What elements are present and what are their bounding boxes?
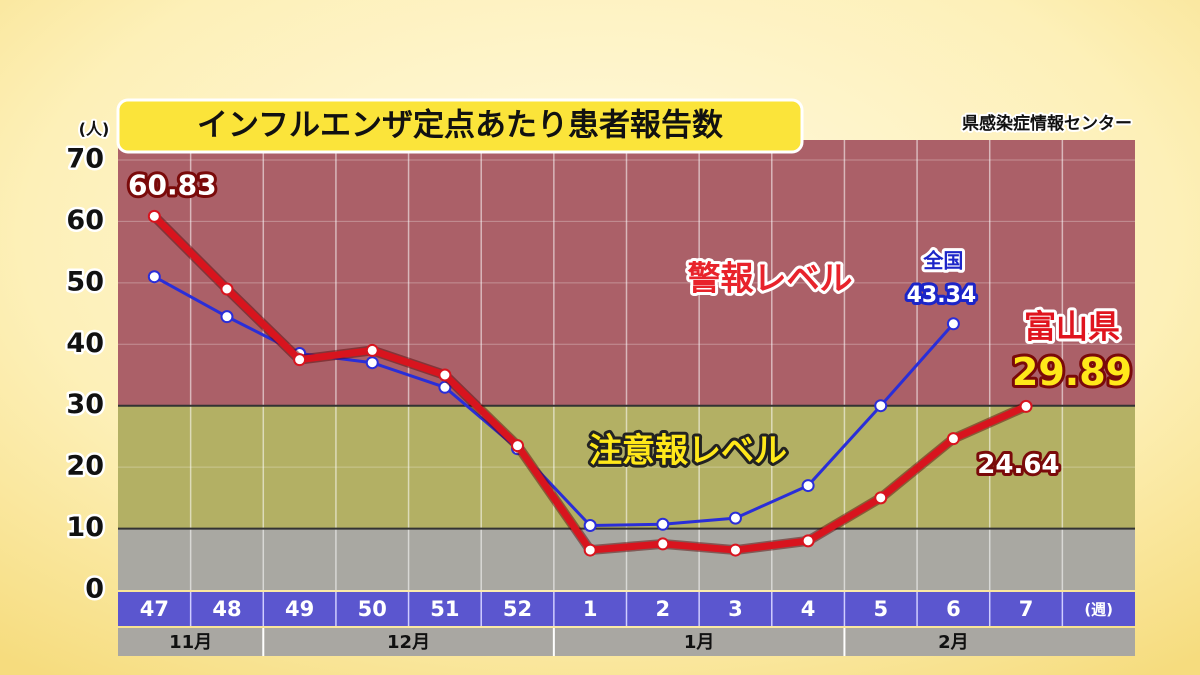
data-point bbox=[147, 270, 161, 284]
data-label: 24.64 bbox=[977, 450, 1059, 480]
month-label: 1月 bbox=[684, 632, 715, 653]
series-label: 全国 bbox=[922, 248, 963, 272]
x-tick-label: 47 bbox=[140, 597, 169, 621]
data-point bbox=[946, 317, 960, 331]
plot-area bbox=[118, 140, 1135, 590]
x-tick-label: 5 bbox=[873, 597, 888, 621]
x-tick-label: 3 bbox=[728, 597, 743, 621]
title-box bbox=[116, 98, 804, 154]
data-point bbox=[1019, 399, 1033, 413]
data-label: 43.34 bbox=[907, 283, 977, 308]
data-point bbox=[365, 343, 379, 357]
y-tick-label: 10 bbox=[66, 512, 104, 543]
x-tick-label: 49 bbox=[285, 597, 314, 621]
series-label: 富山県 bbox=[1024, 307, 1120, 345]
x-tick-label: 50 bbox=[358, 597, 387, 621]
data-point bbox=[801, 534, 815, 548]
y-tick-label: 50 bbox=[66, 266, 104, 297]
x-tick-label: 2 bbox=[656, 597, 671, 621]
data-point bbox=[946, 432, 960, 446]
y-tick-label: 40 bbox=[66, 328, 104, 359]
x-tick-label: 48 bbox=[212, 597, 241, 621]
data-label: 29.89 bbox=[1012, 350, 1132, 394]
x-unit: (週) bbox=[1084, 601, 1113, 619]
chart-title: インフルエンザ定点あたり患者報告数 bbox=[197, 108, 723, 144]
x-tick-label: 1 bbox=[583, 597, 598, 621]
data-point bbox=[220, 282, 234, 296]
band-label: 注意報レベル bbox=[589, 431, 787, 470]
month-label: 2月 bbox=[938, 632, 969, 653]
band-label: 警報レベル bbox=[688, 259, 853, 298]
data-point bbox=[656, 517, 670, 531]
data-label: 60.83 bbox=[128, 168, 217, 201]
data-point bbox=[220, 310, 234, 324]
x-tick-label: 51 bbox=[430, 597, 459, 621]
x-tick-label: 7 bbox=[1019, 597, 1034, 621]
data-point bbox=[728, 511, 742, 525]
month-label: 12月 bbox=[387, 632, 430, 653]
x-tick-label: 6 bbox=[946, 597, 961, 621]
data-point bbox=[728, 543, 742, 557]
y-tick-label: 70 bbox=[66, 144, 104, 175]
month-row bbox=[118, 628, 1135, 656]
x-tick-label: 52 bbox=[503, 597, 532, 621]
data-point bbox=[511, 439, 525, 453]
data-point bbox=[874, 399, 888, 413]
y-tick-label: 60 bbox=[66, 205, 104, 236]
data-point bbox=[583, 543, 597, 557]
source: 県感染症情報センター bbox=[962, 113, 1132, 134]
data-point bbox=[583, 519, 597, 532]
month-label: 11月 bbox=[169, 632, 212, 653]
data-point bbox=[147, 209, 161, 223]
data-point bbox=[438, 368, 452, 382]
data-point bbox=[801, 479, 815, 493]
y-tick-label: 30 bbox=[66, 389, 104, 420]
data-point bbox=[656, 537, 670, 551]
data-point bbox=[365, 356, 379, 370]
y-tick-label: 0 bbox=[85, 574, 104, 605]
data-point bbox=[874, 491, 888, 505]
data-point bbox=[293, 353, 307, 367]
x-tick-label: 4 bbox=[801, 597, 816, 621]
y-tick-label: 20 bbox=[66, 451, 104, 482]
y-unit: (人) bbox=[79, 120, 110, 139]
